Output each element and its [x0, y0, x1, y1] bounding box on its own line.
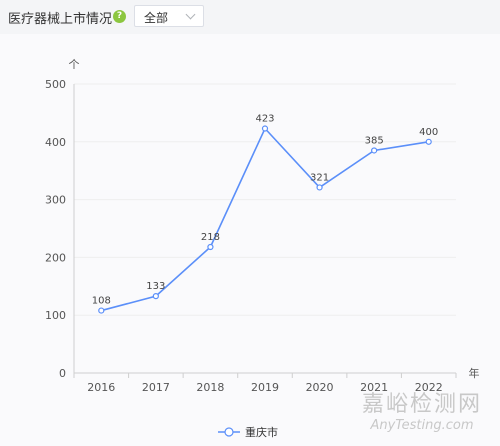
x-tick-label: 2022 [415, 381, 443, 394]
y-tick-label: 100 [45, 309, 66, 322]
legend-marker [224, 427, 234, 437]
legend-label: 重庆市 [245, 425, 278, 439]
data-label: 400 [419, 127, 438, 138]
data-point [98, 307, 105, 314]
y-tick-label: 300 [45, 194, 66, 207]
region-filter-select[interactable]: 全部 [134, 5, 204, 27]
x-tick-label: 2020 [306, 381, 334, 394]
data-point [261, 125, 269, 132]
data-label: 385 [365, 135, 384, 146]
watermark-en: AnyTesting.com [370, 418, 474, 433]
x-tick-label: 2017 [142, 381, 170, 394]
chart-header: 医疗器械上市情况 ? 全部 [0, 0, 500, 34]
data-point [316, 184, 323, 191]
y-tick-label: 500 [45, 78, 66, 91]
data-label: 423 [255, 114, 274, 125]
data-label: 218 [201, 232, 220, 243]
data-point [152, 293, 159, 300]
x-tick-label: 2016 [87, 381, 115, 394]
watermark-cn: 嘉峪检测网 [361, 392, 482, 417]
data-label: 133 [146, 281, 165, 292]
line-chart: 0 100 200 300 400 500 2016 2017 2018 2019 2020 2021… [45, 58, 480, 439]
x-tick-label: 2018 [196, 381, 224, 394]
chevron-down-icon [185, 9, 196, 20]
y-axis-label: 个 [69, 58, 80, 71]
y-tick-label: 0 [59, 367, 66, 380]
x-tick-label: 2021 [360, 381, 388, 394]
y-tick-label: 400 [45, 136, 66, 149]
data-point [425, 138, 432, 145]
filter-selected-value: 全部 [144, 11, 169, 25]
x-tick-label: 2019 [251, 381, 279, 394]
data-point [207, 243, 214, 251]
question-icon[interactable]: ? [113, 10, 126, 23]
x-axis-label: 年 [469, 366, 480, 380]
data-point [371, 147, 378, 154]
data-label: 321 [310, 172, 329, 183]
watermark: 嘉峪检测网 AnyTesting.com [347, 392, 497, 434]
y-tick-label: 200 [45, 251, 66, 264]
page-title: 医疗器械上市情况 [8, 12, 113, 27]
data-label: 108 [92, 296, 111, 307]
chart-area: 0 100 200 300 400 500 2016 2017 2018 2019 2020 2021… [0, 34, 500, 446]
